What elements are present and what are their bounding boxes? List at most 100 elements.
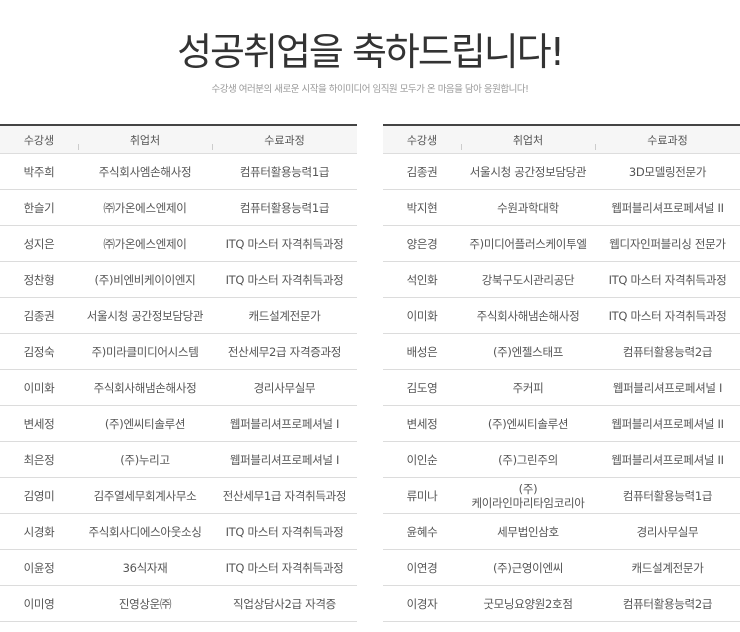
course-name: 전산세무2급 자격증과정 xyxy=(212,333,357,370)
table-row: 박주희 주식회사엠손해사정 컴퓨터활용능력1급 xyxy=(0,153,357,190)
table-row: 시경화 주식회사디에스아웃소싱 ITQ 마스터 자격취득과정 xyxy=(0,513,357,550)
employer-name: ㈜가온에스엔제이 xyxy=(78,189,212,226)
employer-name: 주식회사엠손해사정 xyxy=(78,153,212,190)
employer-name: (주)엔씨티솔루션 xyxy=(461,405,595,442)
employer-name: 주식회사해냄손해사정 xyxy=(461,297,595,334)
student-name: 이인순 xyxy=(383,441,461,478)
table-row: 이미영 진영상운㈜ 직업상담사2급 자격증 xyxy=(0,585,357,622)
course-name: ITQ 마스터 자격취득과정 xyxy=(595,261,740,298)
table-row: 이인순 (주)그린주의 웹퍼블리셔프로페셔널 II xyxy=(383,441,740,478)
course-name: ITQ 마스터 자격취득과정 xyxy=(212,513,357,550)
employer-name: 세무법인삼호 xyxy=(461,513,595,550)
table-row: 류미나 (주)케이라인마리타임코리아 컴퓨터활용능력1급 xyxy=(383,477,740,514)
table-row: 이윤정 36식자재 ITQ 마스터 자격취득과정 xyxy=(0,549,357,586)
student-name: 김정숙 xyxy=(0,333,78,370)
page-title: 성공취업을 축하드립니다! xyxy=(177,30,565,74)
table-row: 이경자 굿모닝요양원2호점 컴퓨터활용능력2급 xyxy=(383,585,740,622)
employer-name: 주식회사해냄손해사정 xyxy=(78,369,212,406)
student-name: 박지현 xyxy=(383,189,461,226)
course-name: 웹퍼블리셔프로페셔널 II xyxy=(595,441,740,478)
table-row: 이미화 주식회사해냄손해사정 ITQ 마스터 자격취득과정 xyxy=(383,297,740,334)
course-name: 전산세무1급 자격취득과정 xyxy=(212,477,357,514)
student-name: 최은정 xyxy=(0,441,78,478)
table-row: 정찬형 (주)비엔비케이이엔지 ITQ 마스터 자격취득과정 xyxy=(0,261,357,298)
course-name: ITQ 마스터 자격취득과정 xyxy=(212,549,357,586)
employer-name: ㈜가온에스엔제이 xyxy=(78,225,212,262)
course-name: 직업상담사2급 자격증 xyxy=(212,585,357,622)
student-name: 시경화 xyxy=(0,513,78,550)
table-row: 김종권 서울시청 공간정보담당관 3D모델링전문가 xyxy=(383,153,740,190)
student-name: 성지은 xyxy=(0,225,78,262)
course-name: ITQ 마스터 자격취득과정 xyxy=(212,225,357,262)
table-row: 변세정 (주)엔씨티솔루션 웹퍼블리셔프로페셔널 II xyxy=(383,405,740,442)
header-student: 수강생 xyxy=(383,125,461,154)
header-course: 수료과정 xyxy=(595,125,740,154)
course-name: 컴퓨터활용능력2급 xyxy=(595,333,740,370)
employer-name: (주)그린주의 xyxy=(461,441,595,478)
employer-name: (주)누리고 xyxy=(78,441,212,478)
student-name: 이경자 xyxy=(383,585,461,622)
table-row: 양은경 주)미디어플러스케이투엘 웹디자인퍼블리싱 전문가 xyxy=(383,225,740,262)
table-row: 김정숙 주)미라클미디어시스템 전산세무2급 자격증과정 xyxy=(0,333,357,370)
header-student: 수강생 xyxy=(0,125,78,154)
student-name: 김도영 xyxy=(383,369,461,406)
student-name: 변세정 xyxy=(383,405,461,442)
employer-name: 36식자재 xyxy=(78,549,212,586)
employer-name: 수원과학대학 xyxy=(461,189,595,226)
table-row: 한슬기 ㈜가온에스엔제이 컴퓨터활용능력1급 xyxy=(0,189,357,226)
employer-name: 김주열세무회계사무소 xyxy=(78,477,212,514)
course-name: 컴퓨터활용능력1급 xyxy=(595,477,740,514)
table-row: 박지현 수원과학대학 웹퍼블리셔프로페셔널 II xyxy=(383,189,740,226)
employer-name: (주)케이라인마리타임코리아 xyxy=(461,477,595,514)
employer-name: 서울시청 공간정보담당관 xyxy=(461,153,595,190)
course-name: 캐드설계전문가 xyxy=(212,297,357,334)
employer-name: 강북구도시관리공단 xyxy=(461,261,595,298)
table-row: 변세정 (주)엔씨티솔루션 웹퍼블리셔프로페셔널 I xyxy=(0,405,357,442)
course-name: 웹퍼블리셔프로페셔널 II xyxy=(595,189,740,226)
employer-name: 주식회사디에스아웃소싱 xyxy=(78,513,212,550)
course-name: 컴퓨터활용능력1급 xyxy=(212,153,357,190)
table-row: 김영미 김주열세무회계사무소 전산세무1급 자격취득과정 xyxy=(0,477,357,514)
student-name: 박주희 xyxy=(0,153,78,190)
student-name: 김종권 xyxy=(0,297,78,334)
table-row: 최은정 (주)누리고 웹퍼블리셔프로페셔널 I xyxy=(0,441,357,478)
table-header-row: 수강생 취업처 수료과정 xyxy=(383,125,740,154)
course-name: 캐드설계전문가 xyxy=(595,549,740,586)
table-row: 이미화 주식회사해냄손해사정 경리사무실무 xyxy=(0,369,357,406)
course-name: 웹퍼블리셔프로페셔널 I xyxy=(212,441,357,478)
header-employer: 취업처 xyxy=(78,125,212,154)
table-header-row: 수강생 취업처 수료과정 xyxy=(0,125,357,154)
course-name: 경리사무실무 xyxy=(212,369,357,406)
student-name: 김영미 xyxy=(0,477,78,514)
employer-name: (주)비엔비케이이엔지 xyxy=(78,261,212,298)
header-employer: 취업처 xyxy=(461,125,595,154)
page-subtitle: 수강생 여러분의 새로운 시작을 하이미디어 임직원 모두가 온 마음을 담아 … xyxy=(211,84,529,95)
course-name: 경리사무실무 xyxy=(595,513,740,550)
student-name: 양은경 xyxy=(383,225,461,262)
course-name: 컴퓨터활용능력1급 xyxy=(212,189,357,226)
student-name: 이미화 xyxy=(0,369,78,406)
table-row: 이연경 (주)근영이엔씨 캐드설계전문가 xyxy=(383,549,740,586)
employer-name: 주)미디어플러스케이투엘 xyxy=(461,225,595,262)
course-name: 웹디자인퍼블리싱 전문가 xyxy=(595,225,740,262)
course-name: ITQ 마스터 자격취득과정 xyxy=(212,261,357,298)
student-name: 김종권 xyxy=(383,153,461,190)
employer-name: (주)엔씨티솔루션 xyxy=(78,405,212,442)
student-name: 한슬기 xyxy=(0,189,78,226)
student-name: 이미화 xyxy=(383,297,461,334)
student-name: 류미나 xyxy=(383,477,461,514)
employer-name: 주)미라클미디어시스템 xyxy=(78,333,212,370)
employment-table-right: 수강생 취업처 수료과정 김종권 서울시청 공간정보담당관 3D모델링전문가 박지현 수… xyxy=(383,124,740,622)
course-name: 3D모델링전문가 xyxy=(595,153,740,190)
table-row: 김종권 서울시청 공간정보담당관 캐드설계전문가 xyxy=(0,297,357,334)
table-row: 석인화 강북구도시관리공단 ITQ 마스터 자격취득과정 xyxy=(383,261,740,298)
table-row: 성지은 ㈜가온에스엔제이 ITQ 마스터 자격취득과정 xyxy=(0,225,357,262)
student-name: 변세정 xyxy=(0,405,78,442)
student-name: 정찬형 xyxy=(0,261,78,298)
course-name: 웹퍼블리셔프로페셔널 I xyxy=(595,369,740,406)
student-name: 석인화 xyxy=(383,261,461,298)
employment-table-left: 수강생 취업처 수료과정 박주희 주식회사엠손해사정 컴퓨터활용능력1급 한슬기 ㈜가온… xyxy=(0,124,357,622)
employer-name: 진영상운㈜ xyxy=(78,585,212,622)
employer-name: 굿모닝요양원2호점 xyxy=(461,585,595,622)
header-course: 수료과정 xyxy=(212,125,357,154)
